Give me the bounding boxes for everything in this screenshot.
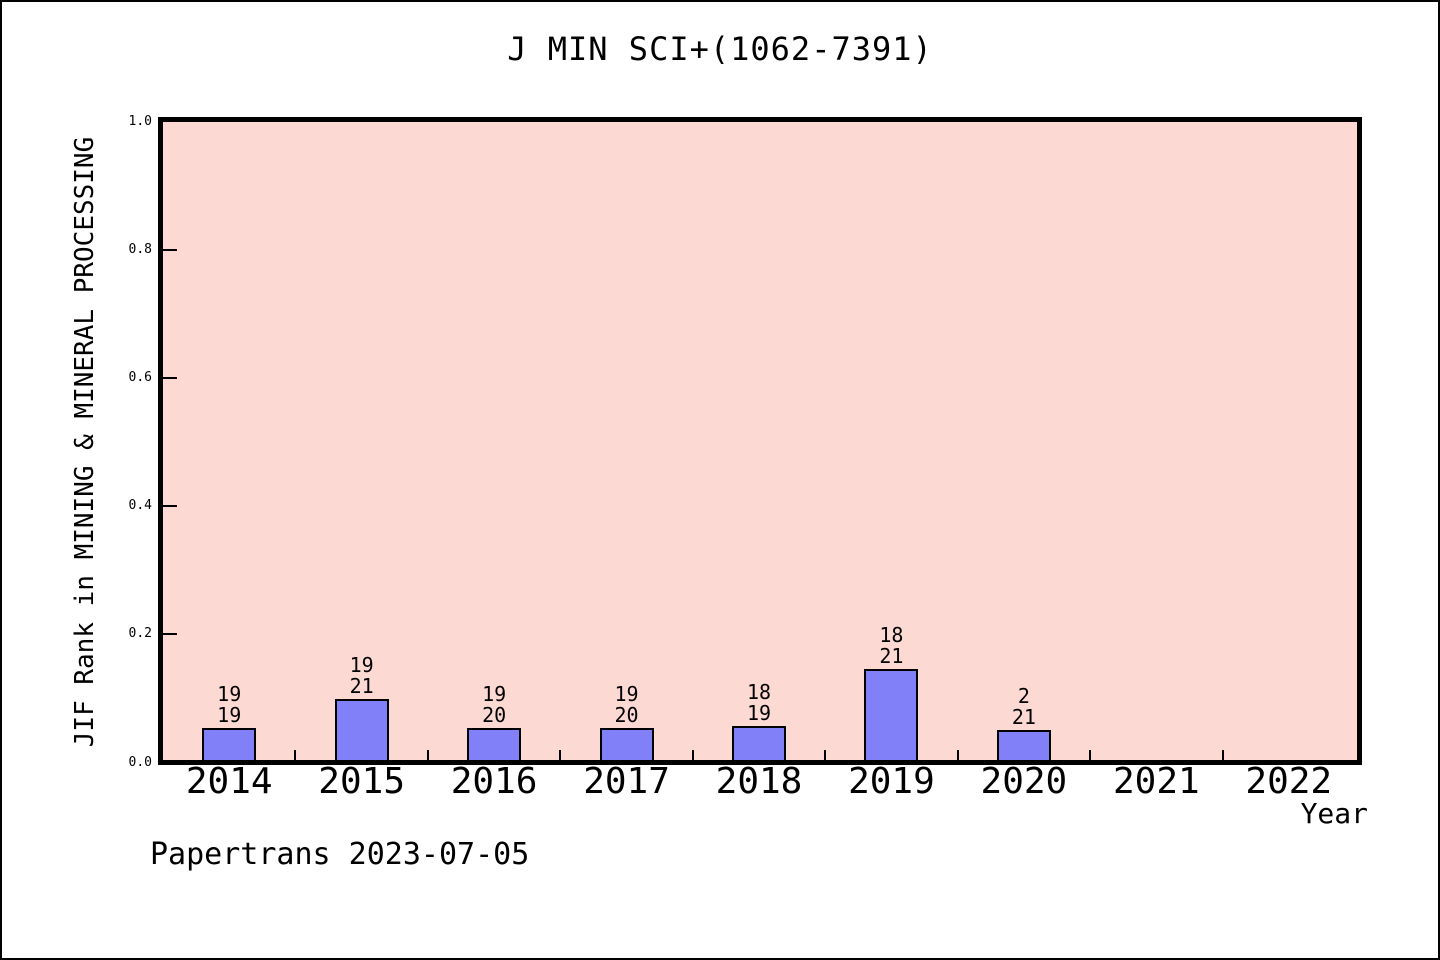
x-tick-label-2022: 2022 (1245, 761, 1333, 802)
bar-2018 (732, 726, 786, 760)
bar-2016 (467, 728, 522, 760)
bar-2017 (599, 728, 654, 760)
bar-value-label-2016: 19 20 (482, 682, 507, 727)
x-tick (559, 750, 562, 760)
y-tick-label: 1.0 (128, 113, 152, 129)
x-tick (956, 750, 959, 760)
x-tick-label-2014: 2014 (185, 761, 273, 802)
bar-2020 (996, 730, 1051, 760)
x-tick (426, 750, 429, 760)
bar-value-label-2020: 2 21 (1011, 684, 1036, 729)
plot-inner: 19 19 19 21 19 20 19 20 18 19 18 21 2 21 (163, 122, 1357, 760)
y-tick (163, 633, 177, 636)
y-tick (163, 248, 177, 251)
x-tick (294, 750, 297, 760)
bar-2015 (334, 699, 389, 760)
bar-value-label-2019: 18 21 (879, 623, 904, 668)
y-tick (163, 505, 177, 508)
watermark-text: Papertrans 2023-07-05 (150, 837, 530, 872)
bar-value-label-2015: 19 21 (349, 653, 374, 698)
y-tick-label: 0.2 (128, 626, 152, 642)
y-tick-label: 0.0 (128, 754, 152, 770)
x-tick-label-2020: 2020 (980, 761, 1068, 802)
bar-value-label-2017: 19 20 (614, 682, 639, 727)
x-tick-label-2021: 2021 (1112, 761, 1200, 802)
x-tick (1221, 750, 1224, 760)
x-tick-label-2016: 2016 (450, 761, 538, 802)
bar-2019 (864, 669, 919, 760)
bar-2014 (202, 728, 257, 760)
x-tick (1089, 750, 1092, 760)
x-tick-label-2019: 2019 (848, 761, 935, 802)
y-tick-label: 0.8 (128, 241, 152, 257)
x-tick-label-2017: 2017 (583, 761, 670, 802)
x-tick-label-2018: 2018 (715, 761, 803, 802)
x-axis-label: Year (1300, 797, 1368, 830)
bar-value-label-2018: 18 19 (746, 680, 772, 725)
x-tick-label-2015: 2015 (318, 761, 405, 802)
y-tick-label: 0.4 (128, 498, 152, 514)
bar-value-label-2014: 19 19 (217, 682, 242, 727)
y-axis-label: JIF Rank in MINING & MINERAL PROCESSING (70, 136, 100, 748)
x-tick (691, 750, 694, 760)
plot-area: 19 19 19 21 19 20 19 20 18 19 18 21 2 21 (158, 117, 1362, 765)
chart-title: J MIN SCI+(1062-7391) (507, 30, 933, 68)
y-tick-label: 0.6 (128, 369, 152, 385)
y-tick (163, 376, 177, 379)
x-tick (824, 750, 827, 760)
